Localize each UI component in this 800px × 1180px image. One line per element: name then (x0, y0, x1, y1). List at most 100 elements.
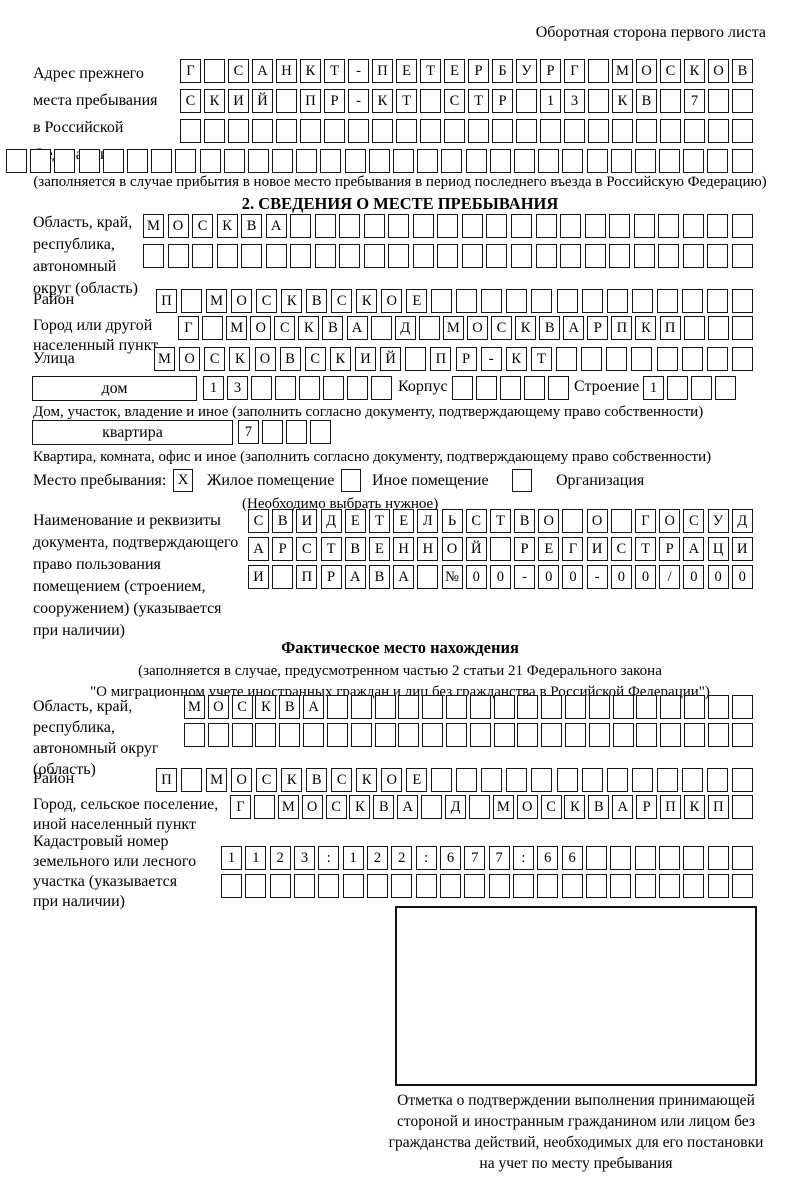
char-box[interactable] (683, 874, 705, 898)
char-box[interactable] (464, 874, 486, 898)
char-box[interactable]: К (329, 347, 351, 371)
char-box[interactable] (417, 565, 439, 589)
char-box[interactable]: В (368, 565, 390, 589)
char-box[interactable]: 0 (707, 565, 729, 589)
char-box[interactable] (199, 149, 221, 173)
char-box[interactable]: П (659, 316, 681, 340)
char-box[interactable]: К (255, 695, 277, 719)
char-box[interactable] (275, 376, 296, 400)
char-box[interactable] (606, 347, 628, 371)
char-box[interactable] (564, 119, 585, 143)
char-box[interactable] (510, 244, 532, 268)
char-box[interactable] (412, 214, 434, 238)
char-box[interactable]: К (281, 289, 303, 313)
char-box[interactable]: Д (731, 509, 753, 533)
char-box[interactable]: Т (420, 59, 441, 83)
char-box[interactable]: Г (230, 795, 251, 819)
char-box[interactable]: К (505, 347, 527, 371)
char-box[interactable] (481, 289, 503, 313)
char-box[interactable]: К (564, 795, 586, 819)
char-box[interactable] (535, 244, 557, 268)
char-box[interactable] (461, 244, 483, 268)
char-box[interactable]: С (304, 347, 326, 371)
char-box[interactable] (682, 244, 704, 268)
char-box[interactable]: 0 (489, 565, 511, 589)
char-box[interactable] (445, 723, 467, 747)
char-box[interactable]: 7 (464, 846, 486, 870)
char-box[interactable]: : (318, 846, 340, 870)
char-box[interactable]: П (156, 768, 177, 792)
char-box[interactable] (631, 289, 653, 313)
char-box[interactable]: И (355, 347, 376, 371)
char-box[interactable]: С (660, 59, 681, 83)
char-box[interactable]: Е (368, 537, 390, 561)
char-box[interactable] (658, 874, 680, 898)
char-box[interactable] (517, 723, 539, 747)
char-box[interactable] (517, 695, 539, 719)
char-box[interactable] (656, 768, 678, 792)
char-box[interactable] (560, 214, 582, 238)
char-box[interactable] (731, 289, 753, 313)
char-box[interactable] (660, 723, 682, 747)
char-box[interactable]: В (539, 316, 561, 340)
char-box[interactable]: В (588, 795, 610, 819)
char-box[interactable] (286, 420, 307, 444)
char-box[interactable]: К (515, 316, 537, 340)
char-box[interactable] (486, 214, 508, 238)
char-box[interactable] (684, 723, 706, 747)
char-box[interactable] (421, 795, 443, 819)
char-box[interactable]: К (300, 59, 321, 83)
char-box[interactable] (290, 244, 312, 268)
char-box[interactable] (556, 289, 578, 313)
char-box[interactable] (512, 874, 534, 898)
char-box[interactable] (175, 149, 197, 173)
char-box[interactable]: 0 (683, 565, 705, 589)
char-box[interactable]: С (465, 509, 487, 533)
char-box[interactable]: О (538, 509, 560, 533)
char-box[interactable]: - (348, 59, 369, 83)
char-box[interactable]: О (516, 795, 538, 819)
char-box[interactable]: О (250, 316, 272, 340)
char-box[interactable]: 3 (564, 89, 585, 113)
char-box[interactable] (610, 509, 632, 533)
char-box[interactable] (540, 119, 561, 143)
char-box[interactable] (667, 376, 688, 400)
char-box[interactable]: П (430, 347, 452, 371)
char-box[interactable] (314, 244, 336, 268)
char-box[interactable]: А (248, 537, 269, 561)
char-box[interactable] (437, 244, 459, 268)
char-box[interactable]: К (298, 316, 320, 340)
char-box[interactable] (314, 214, 336, 238)
char-box[interactable]: С (256, 289, 278, 313)
char-box[interactable] (476, 376, 497, 400)
char-box[interactable] (731, 846, 753, 870)
char-box[interactable]: В (344, 537, 366, 561)
char-box[interactable] (588, 89, 609, 113)
char-box[interactable] (456, 768, 478, 792)
char-box[interactable] (588, 695, 610, 719)
char-box[interactable] (683, 149, 705, 173)
char-box[interactable] (431, 768, 453, 792)
char-box[interactable] (561, 874, 583, 898)
char-box[interactable] (565, 695, 586, 719)
char-box[interactable]: Д (320, 509, 342, 533)
char-box[interactable] (366, 874, 388, 898)
char-box[interactable] (441, 149, 463, 173)
char-box[interactable] (326, 723, 348, 747)
char-box[interactable] (581, 289, 603, 313)
char-box[interactable] (388, 214, 410, 238)
char-box[interactable]: Б (492, 59, 513, 83)
char-box[interactable] (706, 289, 728, 313)
char-box[interactable]: О (586, 509, 608, 533)
char-box[interactable] (488, 874, 510, 898)
char-box[interactable] (659, 149, 681, 173)
char-box[interactable]: А (612, 795, 634, 819)
char-box[interactable] (370, 316, 392, 340)
char-box[interactable] (228, 119, 249, 143)
char-box[interactable]: 2 (391, 846, 413, 870)
residence-checkbox-zhiloe[interactable]: X (173, 469, 193, 492)
char-box[interactable] (562, 149, 584, 173)
char-box[interactable]: Е (344, 509, 366, 533)
char-box[interactable]: С (180, 89, 201, 113)
char-box[interactable] (707, 149, 729, 173)
